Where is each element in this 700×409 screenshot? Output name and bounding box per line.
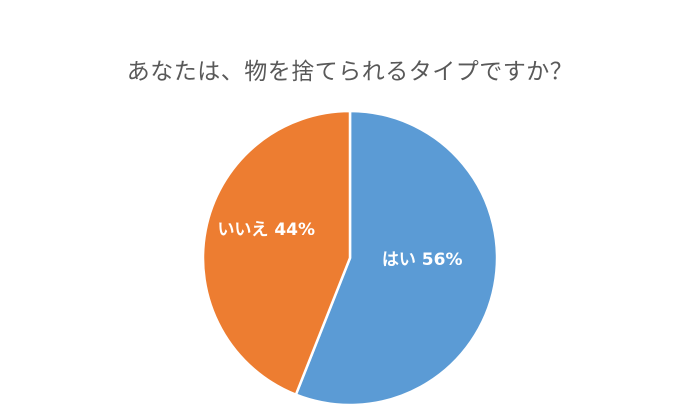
chart-title: あなたは、物を捨てられるタイプですか？	[126, 59, 574, 85]
slice-label-いいえ: いいえ 44%	[217, 220, 315, 240]
pie-slice-はい	[294, 109, 499, 407]
slice-label-はい: はい 56%	[382, 250, 463, 270]
pie-labels: はい 56% いいえ 44%	[217, 220, 462, 270]
pie-slices	[201, 109, 499, 407]
pie-slice-いいえ	[201, 109, 352, 397]
